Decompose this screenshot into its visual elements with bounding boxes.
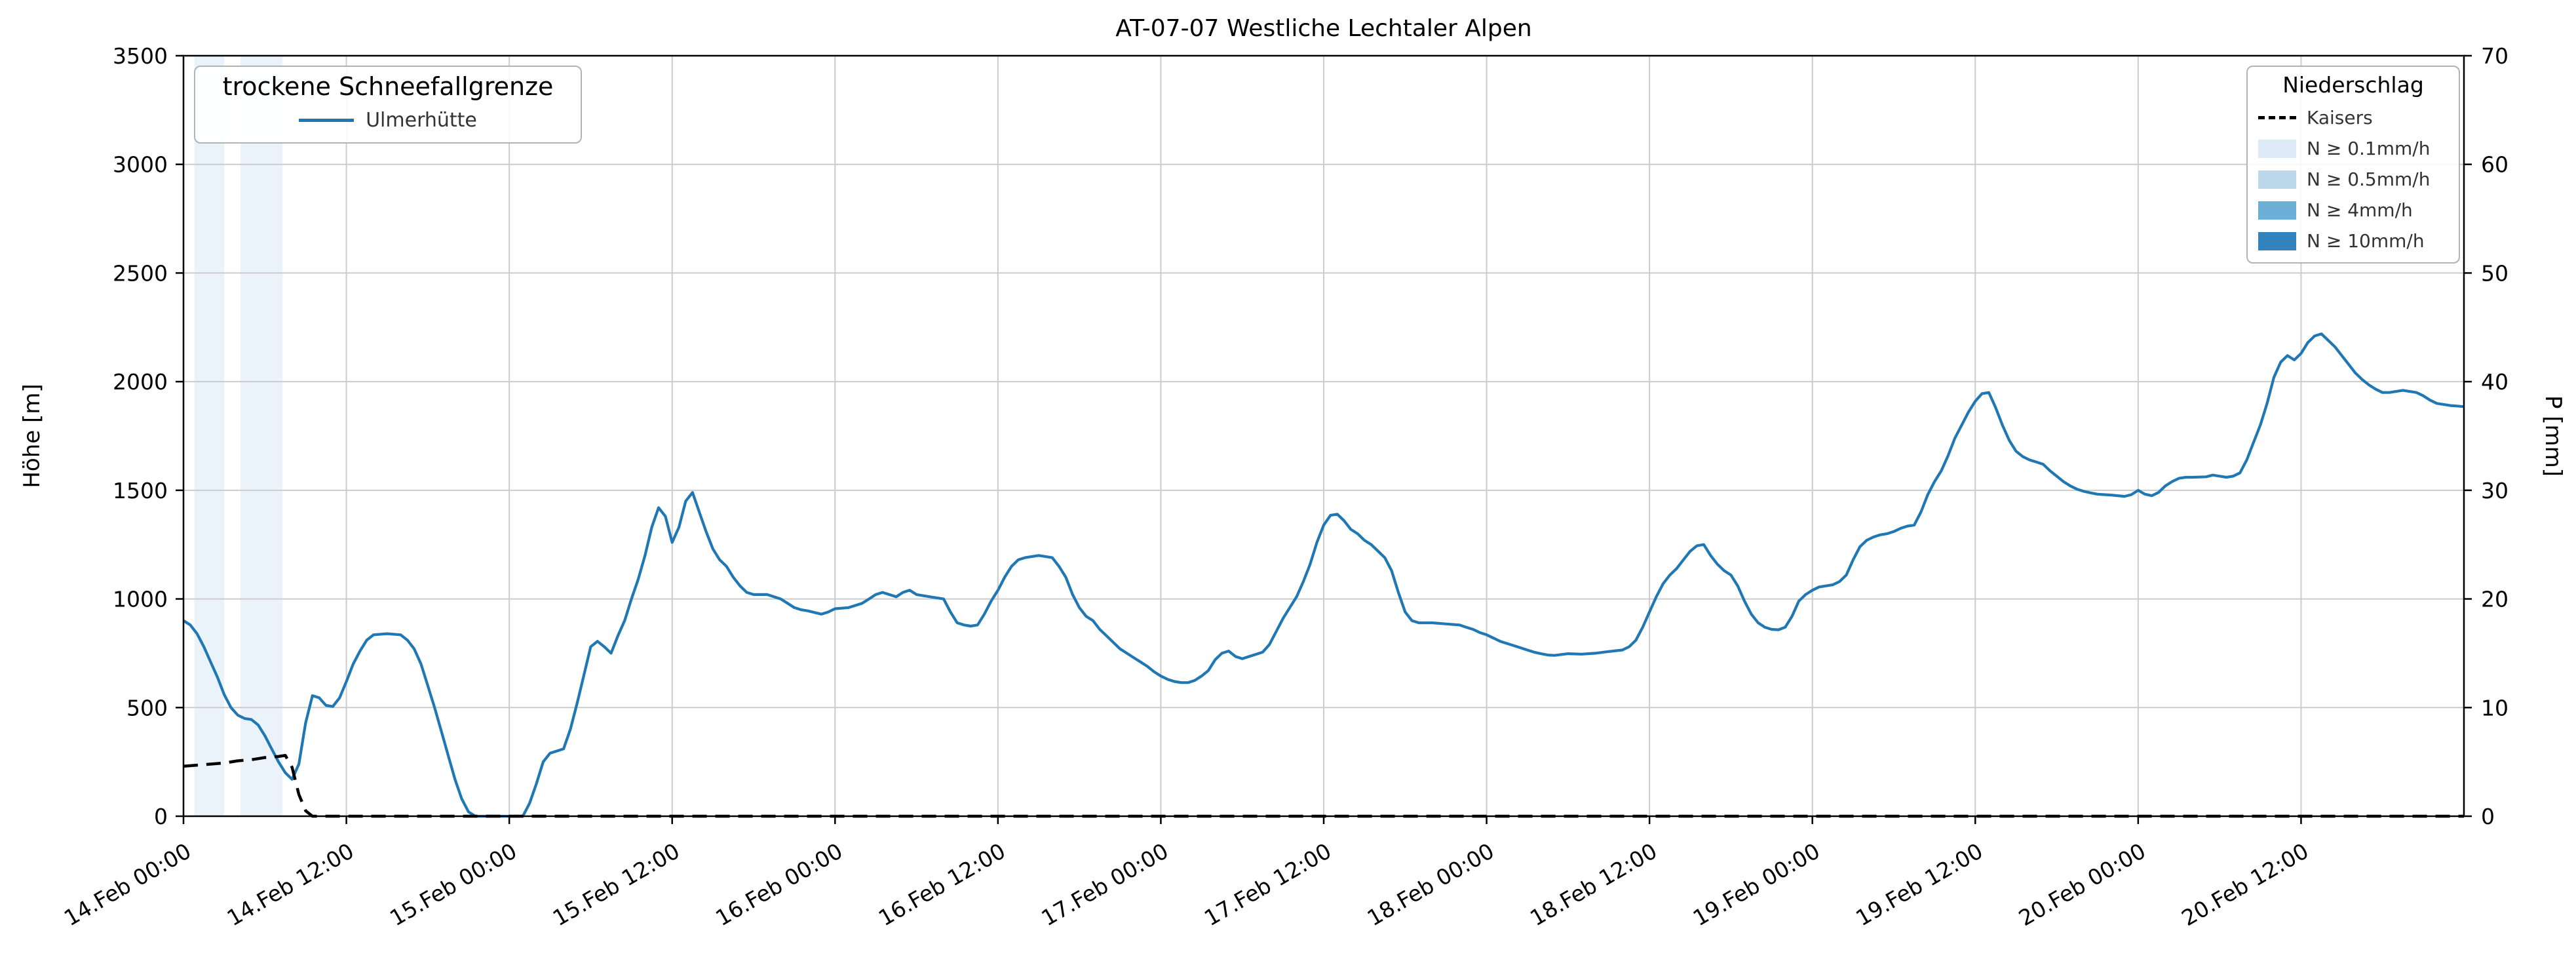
y-axis-label-left: Höhe [m]	[19, 384, 45, 488]
kaisers-dashed-line-sample-icon	[2258, 116, 2296, 119]
grid-layer	[183, 55, 2464, 817]
precip-band	[194, 56, 225, 816]
y-right-tick-label: 20	[2481, 587, 2509, 612]
x-tick-label: 16.Feb 00:00	[711, 838, 847, 931]
legend-precip-entry-label: Kaisers	[2307, 107, 2373, 128]
legend-snowline: trockene Schneefallgrenze Ulmerhütte	[194, 66, 582, 144]
legend-precip-entry-label: N ≥ 0.1mm/h	[2307, 138, 2431, 159]
legend-precip-row: N ≥ 4mm/h	[2258, 199, 2448, 221]
legend-precip-entry-label: N ≥ 0.5mm/h	[2307, 168, 2431, 190]
axes-layer	[176, 54, 2472, 824]
y-left-tick-label: 2000	[113, 369, 168, 395]
legend-precip-row: Kaisers	[2258, 107, 2448, 128]
y-right-tick-label: 60	[2481, 152, 2509, 178]
x-tick-label: 20.Feb 12:00	[2177, 838, 2313, 931]
x-tick-label: 18.Feb 00:00	[1363, 838, 1499, 931]
legend-entry-ulmerhuette-label: Ulmerhütte	[366, 109, 477, 132]
y-left-tick-label: 1000	[113, 587, 168, 612]
x-tick-label: 14.Feb 12:00	[223, 838, 358, 931]
y-right-tick-label: 70	[2481, 43, 2509, 69]
legend-precip-row: N ≥ 0.5mm/h	[2258, 168, 2448, 190]
precip-intensity-patch-icon	[2258, 139, 2296, 158]
y-left-tick-label: 2500	[113, 260, 168, 286]
y-left-tick-label: 500	[126, 695, 168, 720]
precip-intensity-patch-icon	[2258, 170, 2296, 189]
y-right-tick-label: 10	[2481, 695, 2509, 720]
y-right-tick-label: 40	[2481, 369, 2509, 395]
y-right-tick-label: 30	[2481, 478, 2509, 503]
series-line-kaisers	[183, 753, 2464, 818]
tick-labels-layer: 0 500 1000 1500 2000 2500 3000 3500 0 10 20 30 40 50 6…	[60, 43, 2509, 931]
x-tick-label: 17.Feb 12:00	[1200, 838, 1336, 931]
x-tick-label: 17.Feb 00:00	[1037, 838, 1172, 931]
series-layer	[182, 332, 2465, 818]
x-tick-label: 20.Feb 00:00	[2014, 838, 2150, 931]
precip-intensity-patch-icon	[2258, 201, 2296, 220]
series-line-ulmerh-tte	[182, 332, 2465, 818]
legend-precip-rows: Kaisers N ≥ 0.1mm/h N ≥ 0.5mm/h N ≥ 4mm/h N …	[2258, 107, 2448, 252]
y-axis-label-right: P [mm]	[2540, 395, 2566, 477]
x-tick-label: 18.Feb 12:00	[1526, 838, 1661, 931]
x-tick-label: 14.Feb 00:00	[60, 838, 195, 931]
x-tick-label: 19.Feb 12:00	[1851, 838, 1987, 931]
legend-precip-entry-label: N ≥ 10mm/h	[2307, 230, 2425, 252]
x-tick-label: 19.Feb 00:00	[1689, 838, 1824, 931]
legend-snowline-title: trockene Schneefallgrenze	[222, 72, 554, 101]
x-tick-label: 16.Feb 12:00	[874, 838, 1010, 931]
y-right-tick-label: 50	[2481, 260, 2509, 286]
legend-precip-title: Niederschlag	[2282, 72, 2424, 98]
precip-bands-layer	[194, 56, 283, 816]
precip-intensity-patch-icon	[2258, 231, 2296, 250]
y-left-tick-label: 3500	[113, 43, 168, 69]
legend-precip-row: N ≥ 10mm/h	[2258, 230, 2448, 252]
y-left-tick-label: 3000	[113, 152, 168, 178]
x-tick-label: 15.Feb 00:00	[385, 838, 521, 931]
legend-precip: Niederschlag Kaisers N ≥ 0.1mm/h N ≥ 0.5mm…	[2246, 66, 2460, 264]
y-left-tick-label: 1500	[113, 478, 168, 503]
x-tick-label: 15.Feb 12:00	[548, 838, 684, 931]
precip-band	[240, 56, 283, 816]
legend-precip-row: N ≥ 0.1mm/h	[2258, 138, 2448, 159]
y-right-tick-label: 0	[2481, 804, 2495, 829]
y-left-tick-label: 0	[154, 804, 168, 829]
ulmerhuette-line-sample-icon	[299, 119, 355, 122]
legend-snowline-entry: Ulmerhütte	[207, 109, 569, 132]
legend-precip-entry-label: N ≥ 4mm/h	[2307, 199, 2413, 221]
chart-title: AT-07-07 Westliche Lechtaler Alpen	[1115, 15, 1531, 42]
